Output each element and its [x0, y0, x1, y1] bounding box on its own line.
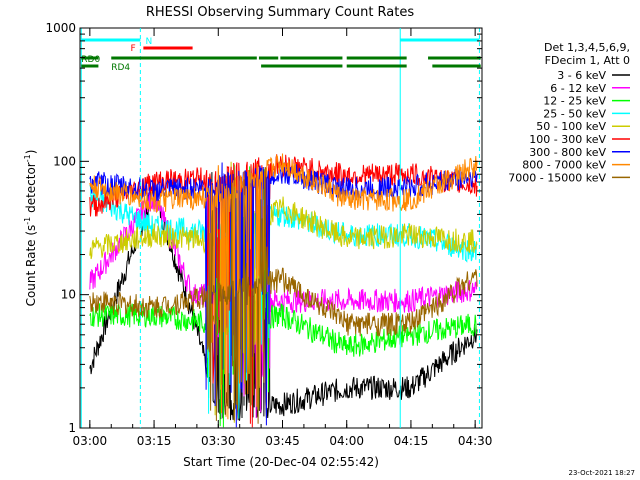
legend-label: 3 - 6 keV	[557, 69, 606, 82]
x-axis-ticks: 03:00 03:15 03:30 03:45 04:00 04:15 04:30	[73, 28, 493, 448]
legend-label: 800 - 7000 keV	[522, 159, 606, 172]
legend-label: 7000 - 15000 keV	[508, 171, 606, 184]
x-tick-label: 04:15	[394, 434, 429, 448]
series-line-12-25keV	[89, 164, 478, 428]
y-tick-label: 1	[68, 421, 76, 435]
chart-title: RHESSI Observing Summary Count Rates	[146, 5, 415, 20]
x-tick-label: 04:30	[458, 434, 493, 448]
x-tick-label: 03:45	[265, 434, 300, 448]
rd0-label: RD0	[81, 55, 100, 65]
x-tick-label: 03:30	[201, 434, 236, 448]
y-axis-label: Count Rate (s-1 detector-1)	[23, 150, 38, 307]
series-line-7000-15000keV	[89, 166, 478, 424]
legend-label: 300 - 800 keV	[529, 146, 606, 159]
y-axis-label-sup: -1	[23, 217, 32, 225]
y-axis-ticks: 1 10 100 1000	[45, 21, 482, 435]
x-tick-label: 03:15	[137, 434, 172, 448]
plot-frame	[79, 27, 483, 429]
x-tick-label: 04:00	[329, 434, 364, 448]
legend-label: 25 - 50 keV	[543, 107, 606, 120]
y-axis-label-sup2: -1	[23, 154, 32, 162]
legend: Det 1,3,4,5,6,9, FDecim 1, Att 0 3 - 6 k…	[508, 41, 630, 184]
x-axis-label: Start Time (20-Dec-04 02:55:42)	[183, 455, 379, 469]
legend-label: 12 - 25 keV	[543, 95, 606, 108]
y-tick-label: 10	[61, 288, 76, 302]
series-lines	[89, 153, 478, 428]
y-tick-label: 100	[53, 154, 76, 168]
y-axis-label-suffix: )	[24, 150, 38, 155]
legend-header-2: FDecim 1, Att 0	[545, 54, 630, 67]
y-axis-label-mid: detector	[24, 162, 38, 217]
x-tick-label: 03:00	[73, 434, 108, 448]
legend-label: 100 - 300 keV	[529, 133, 606, 146]
timestamp: 23-Oct-2021 18:27	[569, 469, 635, 477]
legend-label: 50 - 100 keV	[536, 120, 606, 133]
flare-flag-label: F	[131, 44, 136, 54]
flag-bars: NF RD0 RD4	[80, 28, 481, 428]
rd4-label: RD4	[111, 63, 130, 73]
series-line-50-100keV	[89, 161, 478, 423]
y-axis-label-prefix: Count Rate (s	[24, 225, 38, 307]
night-flag-label: N	[146, 37, 153, 47]
legend-header-1: Det 1,3,4,5,6,9,	[544, 41, 630, 54]
y-tick-label: 1000	[45, 21, 76, 35]
series-line-800-7000keV	[89, 153, 478, 420]
legend-label: 6 - 12 keV	[550, 82, 606, 95]
